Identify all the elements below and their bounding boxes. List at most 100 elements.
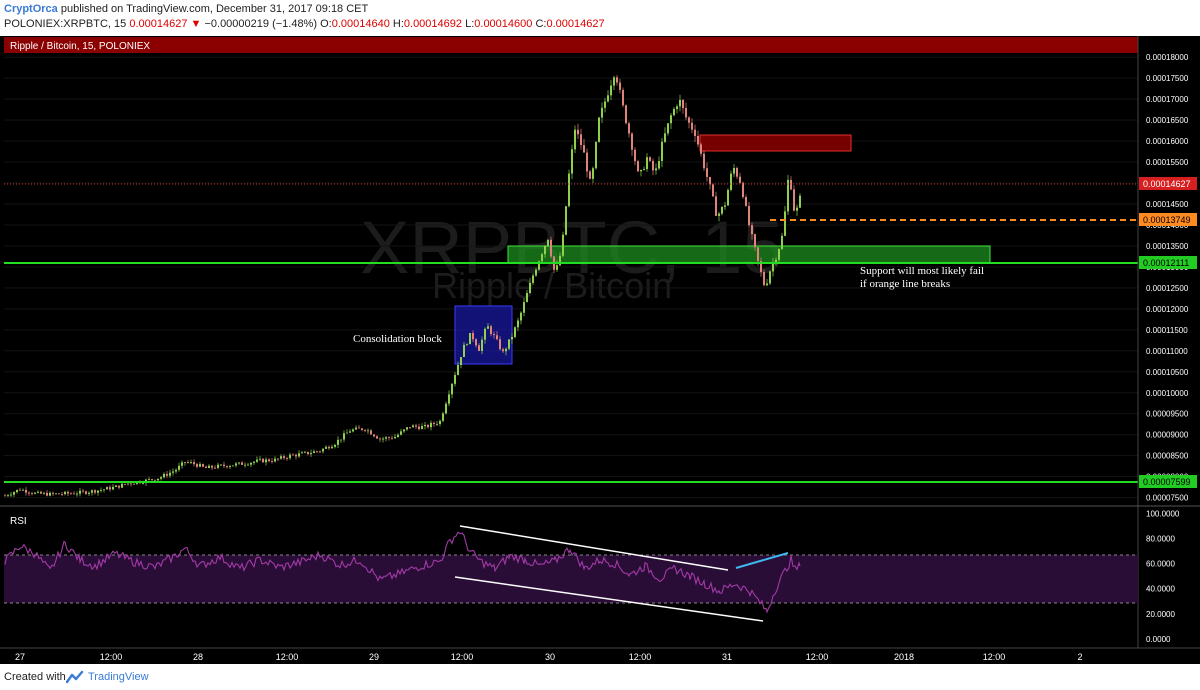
time-tick-label: 12:00	[100, 652, 123, 662]
candle	[307, 451, 309, 456]
candle	[49, 491, 51, 497]
candle	[214, 465, 216, 469]
candle	[325, 445, 327, 450]
author-link[interactable]: CryptOrca	[4, 3, 58, 15]
candle	[175, 468, 177, 474]
resistance-zone	[699, 134, 852, 152]
top-resistance-band	[4, 37, 1138, 53]
candle	[10, 491, 12, 498]
candle	[73, 491, 75, 495]
candle	[220, 464, 222, 466]
candle	[232, 465, 234, 467]
candle	[670, 112, 672, 130]
candle	[187, 460, 189, 464]
candle	[481, 336, 483, 355]
candle	[301, 450, 303, 454]
candle	[577, 123, 579, 140]
candle	[442, 411, 444, 423]
price-tick-label: 0.00010000	[1146, 389, 1189, 398]
candle	[313, 449, 315, 454]
candle	[37, 490, 39, 494]
candle	[283, 454, 285, 460]
candle	[391, 435, 393, 440]
candle	[514, 326, 516, 339]
candle	[55, 493, 57, 495]
candle	[508, 339, 510, 351]
candle	[334, 443, 336, 449]
last-price: 0.00014627	[129, 18, 188, 30]
candle	[211, 465, 213, 470]
candle	[667, 123, 669, 136]
support-lower-tag	[1139, 475, 1197, 488]
candle	[40, 490, 42, 495]
candle	[127, 483, 129, 486]
candle	[181, 460, 183, 469]
time-tick-label: 12:00	[983, 652, 1006, 662]
candle	[154, 479, 156, 481]
candle	[412, 424, 414, 428]
candle	[7, 493, 9, 498]
candle	[604, 97, 606, 113]
rsi-trendline-upper	[459, 525, 729, 571]
price-tick-label: 0.00012000	[1146, 305, 1189, 314]
candle	[754, 233, 756, 252]
candle	[532, 273, 534, 285]
candle	[775, 257, 777, 266]
price-tick-label: 0.00016500	[1146, 116, 1189, 125]
candle	[454, 371, 456, 387]
open-value: 0.00014640	[331, 18, 390, 30]
price-axis: 0.00018000 0.00017500 0.00017000 0.00016500…	[1146, 53, 1189, 502]
candle	[499, 336, 501, 351]
candle	[466, 343, 468, 347]
candle	[475, 338, 477, 348]
candle	[529, 277, 531, 294]
candle	[763, 269, 765, 287]
time-tick-label: 2	[1077, 652, 1082, 662]
candle	[631, 132, 633, 156]
candle	[394, 433, 396, 439]
down-arrow-icon: ▼	[190, 18, 202, 30]
candle	[19, 487, 21, 491]
publish-line: CryptOrca published on TradingView.com, …	[4, 3, 368, 15]
candle	[166, 471, 168, 478]
candle	[691, 118, 693, 134]
rsi-title: RSI	[10, 516, 27, 527]
candle	[616, 75, 618, 86]
candle	[46, 490, 48, 497]
candle	[688, 116, 690, 129]
candle	[766, 278, 768, 287]
tradingview-brand-link[interactable]: TradingView	[88, 671, 149, 683]
candle	[118, 485, 120, 490]
price-tick-label: 0.00007500	[1146, 494, 1189, 503]
orange-price-tag	[1139, 213, 1197, 226]
candle	[583, 138, 585, 153]
candle	[460, 356, 462, 369]
candle	[184, 461, 186, 466]
time-tick-label: 27	[15, 652, 25, 662]
chart-title: Ripple / Bitcoin, 15, POLONIEX	[10, 41, 150, 52]
candle	[13, 491, 15, 498]
candle	[487, 322, 489, 329]
candle	[100, 487, 102, 493]
price-chart[interactable]: Ripple / Bitcoin, 15, POLONIEX XRPBTC, 1…	[0, 36, 1200, 664]
candle	[28, 491, 30, 497]
candle	[457, 361, 459, 376]
candle	[625, 104, 627, 125]
time-tick-label: 31	[722, 652, 732, 662]
time-tick-label: 12:00	[629, 652, 652, 662]
candle	[403, 429, 405, 433]
candle	[223, 461, 225, 468]
candle	[112, 484, 114, 491]
support-upper-tag	[1139, 256, 1197, 269]
candle	[799, 193, 801, 209]
candle	[469, 332, 471, 345]
time-tick-label: 12:00	[276, 652, 299, 662]
candle	[784, 205, 786, 237]
candle	[418, 423, 420, 431]
candle	[682, 99, 684, 114]
candle	[205, 465, 207, 469]
candle	[274, 456, 276, 463]
candle	[160, 476, 162, 481]
rsi-tick-label: 0.0000	[1146, 635, 1171, 644]
candle	[592, 166, 594, 183]
